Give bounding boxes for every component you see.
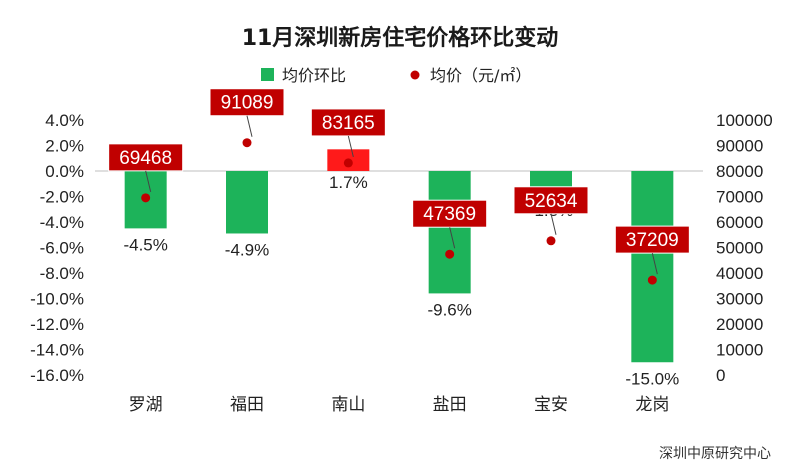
price-label: 47369 [423, 204, 476, 225]
category-label: 龙岗 [635, 395, 669, 415]
price-label-box [614, 225, 690, 254]
left-tick-label: -8.0% [40, 264, 84, 283]
bar-福田 [226, 171, 268, 234]
percent-label: 1.7% [329, 173, 368, 192]
right-tick-label: 90000 [716, 137, 763, 156]
price-label-box [513, 186, 589, 215]
bar-龙岗 [631, 171, 674, 363]
price-marker-宝安 [546, 236, 556, 246]
markers-layer [141, 138, 657, 285]
right-tick-label: 100000 [716, 111, 773, 130]
right-axis: 1000009000080000700006000050000400003000… [716, 111, 773, 385]
chart-title: 11月深圳新房住宅价格环比变动 [242, 25, 559, 51]
price-marker-龙岗 [647, 275, 657, 285]
price-label: 91089 [221, 93, 274, 114]
category-label: 罗湖 [129, 395, 163, 415]
price-marker-南山 [343, 158, 353, 168]
percent-label: -15.0% [625, 369, 679, 388]
category-label: 盐田 [433, 395, 467, 415]
price-marker-罗湖 [141, 193, 151, 203]
bars-layer [124, 149, 674, 363]
percent-labels-layer: -4.5%-4.9%1.7%-9.6%-1.8%-15.0% [123, 173, 679, 388]
right-tick-label: 60000 [716, 213, 763, 232]
right-tick-label: 20000 [716, 315, 763, 334]
price-leader-line [550, 213, 557, 235]
left-tick-label: -14.0% [30, 341, 84, 360]
left-tick-label: -16.0% [30, 366, 84, 385]
category-label: 福田 [230, 395, 264, 415]
category-labels-layer: 罗湖 福田 南山 盐田 宝安 龙岗 [129, 395, 670, 415]
price-label-box [209, 88, 285, 117]
legend-bar-label: 均价环比 [282, 66, 346, 85]
left-tick-label: -10.0% [30, 290, 84, 309]
source-note: 深圳中原研究中心 [659, 446, 771, 462]
price-marker-福田 [242, 138, 252, 148]
left-tick-label: 0.0% [45, 162, 84, 181]
left-tick-label: -2.0% [40, 188, 84, 207]
price-label: 52634 [525, 191, 578, 212]
right-tick-label: 80000 [716, 162, 763, 181]
right-tick-label: 0 [716, 366, 725, 385]
legend-bar-swatch [261, 68, 274, 81]
price-label-box [310, 108, 386, 137]
legend: 均价环比 均价（元/㎡） [261, 66, 531, 85]
legend-marker-swatch [410, 70, 420, 80]
price-leader-line [145, 170, 152, 192]
left-tick-label: 2.0% [45, 137, 84, 156]
price-label-box [108, 143, 184, 172]
price-leader-line [246, 115, 253, 137]
left-tick-label: -6.0% [40, 239, 84, 258]
left-axis: 4.0% 2.0% 0.0% -2.0% -4.0% -6.0% -8.0% -10.0% -1… [30, 111, 84, 385]
price-leader-line [651, 253, 658, 275]
price-label: 37209 [626, 230, 679, 251]
right-tick-label: 30000 [716, 290, 763, 309]
left-tick-label: 4.0% [45, 111, 84, 130]
right-tick-label: 10000 [716, 341, 763, 360]
percent-label: -4.9% [225, 240, 269, 259]
price-marker-盐田 [445, 249, 455, 259]
right-tick-label: 40000 [716, 264, 763, 283]
percent-label: -4.5% [123, 235, 167, 254]
category-label: 宝安 [534, 395, 568, 415]
left-tick-label: -12.0% [30, 315, 84, 334]
left-tick-label: -4.0% [40, 213, 84, 232]
right-tick-label: 70000 [716, 188, 763, 207]
price-label: 83165 [322, 113, 375, 134]
legend-marker-label: 均价（元/㎡） [430, 66, 531, 85]
right-tick-label: 50000 [716, 239, 763, 258]
price-labels-layer: 69468 91089 83165 47369 52634 37209 [108, 88, 690, 275]
bar-盐田 [428, 171, 471, 294]
price-leader-line [449, 227, 456, 249]
percent-label: -9.6% [427, 300, 471, 319]
price-label-box [412, 199, 488, 228]
category-label: 南山 [331, 395, 365, 415]
price-leader-line [347, 135, 354, 158]
price-label: 69468 [119, 148, 172, 169]
